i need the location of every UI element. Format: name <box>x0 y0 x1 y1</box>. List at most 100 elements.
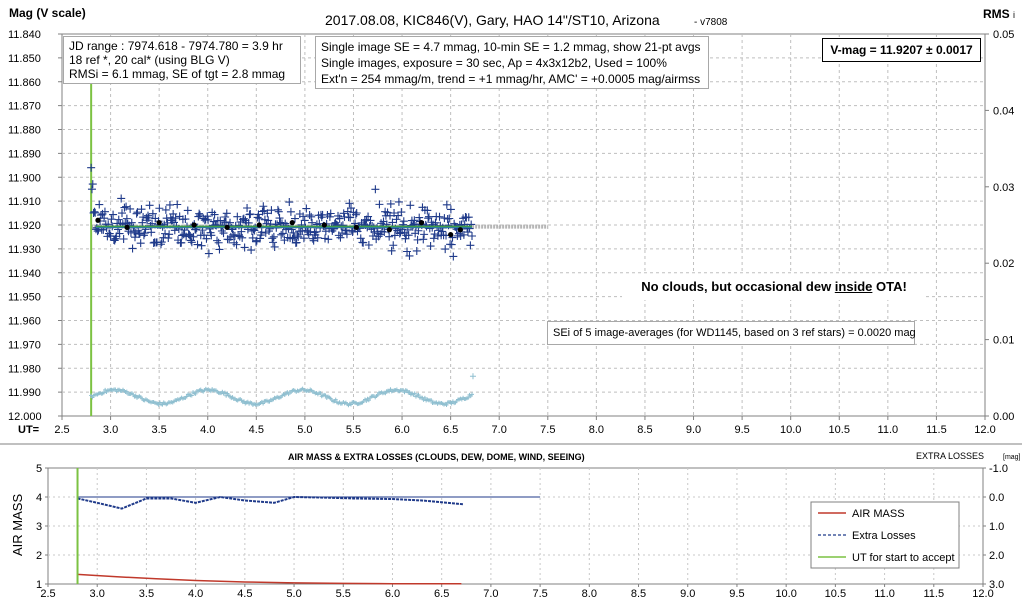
single-image-point <box>239 214 248 223</box>
top-x-tick-label: 11.0 <box>878 424 899 436</box>
average-point <box>95 217 101 223</box>
air-mass-line <box>77 573 462 585</box>
top-x-tick-label: 4.5 <box>249 424 264 436</box>
single-image-point <box>399 217 408 226</box>
single-image-point <box>207 231 216 240</box>
single-image-point <box>446 205 455 214</box>
single-image-point <box>309 236 318 245</box>
bottom-x-tick-label: 6.5 <box>434 588 449 600</box>
vmag-label: V-mag = 11.9207 ± 0.0017 <box>830 43 973 57</box>
single-image-point <box>132 209 141 218</box>
single-image-point <box>270 242 279 251</box>
single-image-point <box>273 205 282 214</box>
rms-point <box>469 373 476 380</box>
top-y-tick-label: 11.890 <box>8 148 41 160</box>
single-image-point <box>437 227 446 236</box>
top-y2-tick-label: 0.04 <box>993 105 1014 117</box>
info-left-line-2: 18 ref *, 20 cal* (using BLG V) <box>69 53 230 67</box>
top-y-tick-label: 11.840 <box>8 29 41 41</box>
single-image-point <box>157 238 166 247</box>
rms-point <box>421 397 426 402</box>
single-image-point <box>459 230 468 239</box>
bottom-x-ticks: 2.5 3.0 3.5 4.0 4.5 5.0 5.5 6.0 6.5 7.0 7.5 8.0 8.5 9… <box>40 584 994 600</box>
top-y-tick-label: 11.900 <box>8 172 41 184</box>
single-image-point <box>445 214 454 223</box>
single-image-point <box>299 234 308 243</box>
top-y-tick-label: 11.990 <box>8 387 41 399</box>
top-y2-tick-label: 0.05 <box>993 29 1014 41</box>
single-image-point <box>324 235 333 244</box>
single-image-point <box>313 233 322 242</box>
single-image-point <box>126 204 135 213</box>
top-y-tick-label: 11.930 <box>8 244 41 256</box>
single-image-point <box>328 226 337 235</box>
single-image-point <box>277 230 286 239</box>
top-x-tick-label: 7.5 <box>540 424 555 436</box>
single-image-point <box>161 229 170 238</box>
rms-point <box>318 391 323 396</box>
average-point <box>256 222 262 228</box>
single-image-point <box>431 218 440 227</box>
info-center-line-2: Single images, exposure = 30 sec, Ap = 4… <box>321 56 667 70</box>
average-point <box>353 224 359 230</box>
bottom-x-tick-label: 8.0 <box>582 588 597 600</box>
bottom-y-tick-label: 3 <box>36 521 42 533</box>
single-image-point <box>165 230 174 239</box>
legend-label: Extra Losses <box>852 530 916 542</box>
bottom-x-tick-label: 10.0 <box>775 588 796 600</box>
single-image-point <box>222 209 231 218</box>
single-image-point <box>117 194 126 203</box>
single-image-point <box>243 204 252 213</box>
average-point <box>386 227 393 233</box>
bottom-x-tick-label: 4.0 <box>188 588 203 600</box>
single-image-point <box>380 228 389 237</box>
top-y-tick-label: 11.940 <box>8 268 41 280</box>
single-image-point <box>347 204 356 213</box>
single-image-point <box>128 244 137 253</box>
bottom-y-ticks: 5 4 3 2 1 <box>36 463 48 591</box>
rms-point <box>225 391 230 396</box>
single-image-point <box>193 240 202 249</box>
bottom-y2-axis-label: EXTRA LOSSES <box>916 451 984 461</box>
single-image-point <box>210 210 219 219</box>
single-image-point <box>138 218 147 227</box>
bottom-y2-axis-unit: [mag] <box>1003 454 1021 461</box>
single-image-point <box>269 232 278 241</box>
single-image-point <box>90 207 99 216</box>
info-box-center: Single image SE = 4.7 mmag, 10-min SE = … <box>315 36 709 89</box>
vmag-box: V-mag = 11.9207 ± 0.0017 <box>822 38 981 62</box>
top-y-tick-label: 11.960 <box>8 316 41 328</box>
single-image-point <box>215 245 224 254</box>
single-image-point <box>302 204 311 213</box>
rms-point <box>364 398 369 403</box>
bottom-y2-tick-label: 1.0 <box>989 521 1004 533</box>
top-y-tick-label: 11.860 <box>8 77 41 89</box>
single-image-point <box>390 208 399 217</box>
rms-point <box>261 401 266 406</box>
single-image-point <box>375 200 384 209</box>
single-image-point <box>292 238 301 247</box>
top-y-tick-label: 11.910 <box>8 196 41 208</box>
top-y-tick-label: 11.850 <box>8 53 41 65</box>
single-image-point <box>171 214 180 223</box>
single-image-point <box>390 231 399 240</box>
single-image-point <box>447 240 456 249</box>
single-image-point <box>221 213 230 222</box>
single-image-point <box>260 215 269 224</box>
bottom-x-tick-label: 7.0 <box>483 588 498 600</box>
single-image-point <box>251 237 260 246</box>
single-image-point <box>308 218 317 227</box>
single-image-point <box>351 210 360 219</box>
single-image-point <box>189 232 198 241</box>
single-image-point <box>298 226 307 235</box>
single-image-point <box>429 234 438 243</box>
single-image-point <box>110 236 119 245</box>
single-image-point <box>87 185 96 194</box>
average-point <box>457 227 463 233</box>
single-image-point <box>286 207 295 216</box>
single-image-point <box>389 241 398 250</box>
single-image-point <box>183 206 192 215</box>
average-point <box>289 220 295 226</box>
single-image-point <box>248 233 257 242</box>
